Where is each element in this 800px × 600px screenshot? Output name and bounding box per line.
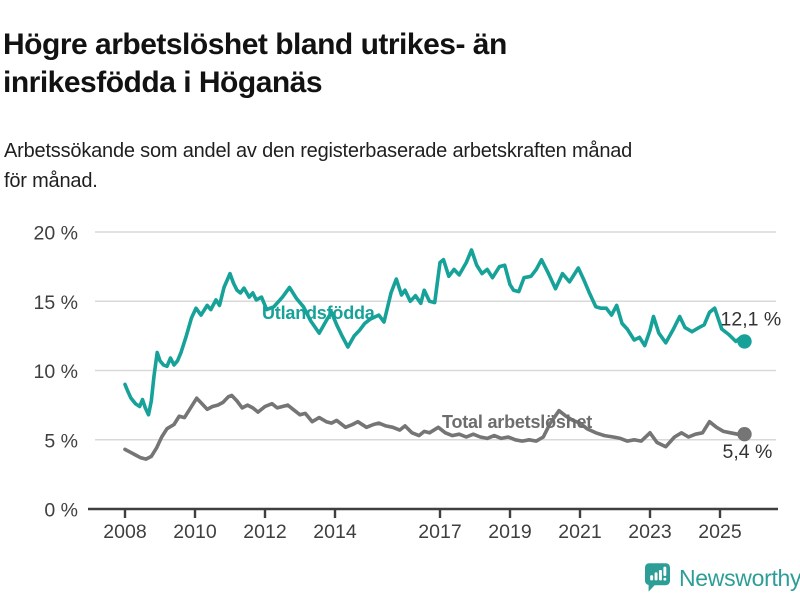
newsworthy-logo-text: Newsworthy — [679, 565, 800, 591]
x-axis-tick-label: 2023 — [628, 521, 671, 543]
x-axis-tick-label: 2014 — [313, 521, 357, 543]
newsworthy-logo-icon — [645, 563, 670, 592]
end-value-label: 5,4 % — [723, 441, 773, 463]
subtitle-line-2: för månad. — [4, 170, 98, 192]
x-axis-tick-label: 2012 — [243, 521, 286, 543]
series-end-dot — [737, 427, 752, 442]
subtitle-line-1: Arbetssökande som andel av den registerb… — [4, 140, 633, 162]
y-axis-tick-label: 5 % — [44, 430, 78, 452]
series-end-dot — [737, 334, 752, 349]
y-axis-tick-label: 10 % — [34, 361, 78, 383]
series-line-utlandsfodda — [123, 248, 747, 417]
y-axis-tick-label: 15 % — [34, 292, 78, 314]
end-value-label: 12,1 % — [721, 308, 782, 330]
x-axis-tick-label: 2019 — [488, 521, 531, 543]
series-label-utlandsfodda: Utlandsfödda — [262, 303, 375, 323]
title-line-2: inrikesfödda i Höganäs — [3, 66, 323, 100]
x-axis-tick-label: 2010 — [173, 521, 217, 543]
x-axis-tick-label: 2021 — [558, 521, 601, 543]
newsworthy-logo[interactable]: Newsworthy — [644, 561, 800, 595]
chart-subtitle: Arbetssökande som andel av den registerb… — [4, 136, 794, 196]
page-title: Högre arbetslöshet bland utrikes- än inr… — [3, 26, 783, 102]
series-label-total-arbetsloshet: Total arbetslöshet — [442, 412, 593, 432]
x-axis-tick-label: 2025 — [698, 521, 742, 543]
x-axis-tick-label: 2008 — [103, 521, 146, 543]
title-line-1: Högre arbetslöshet bland utrikes- än — [3, 28, 507, 62]
x-axis-tick-label: 2017 — [418, 521, 461, 543]
y-axis-tick-label: 20 % — [34, 223, 78, 245]
series-line-total — [123, 393, 747, 461]
y-axis-tick-label: 0 % — [44, 500, 78, 522]
